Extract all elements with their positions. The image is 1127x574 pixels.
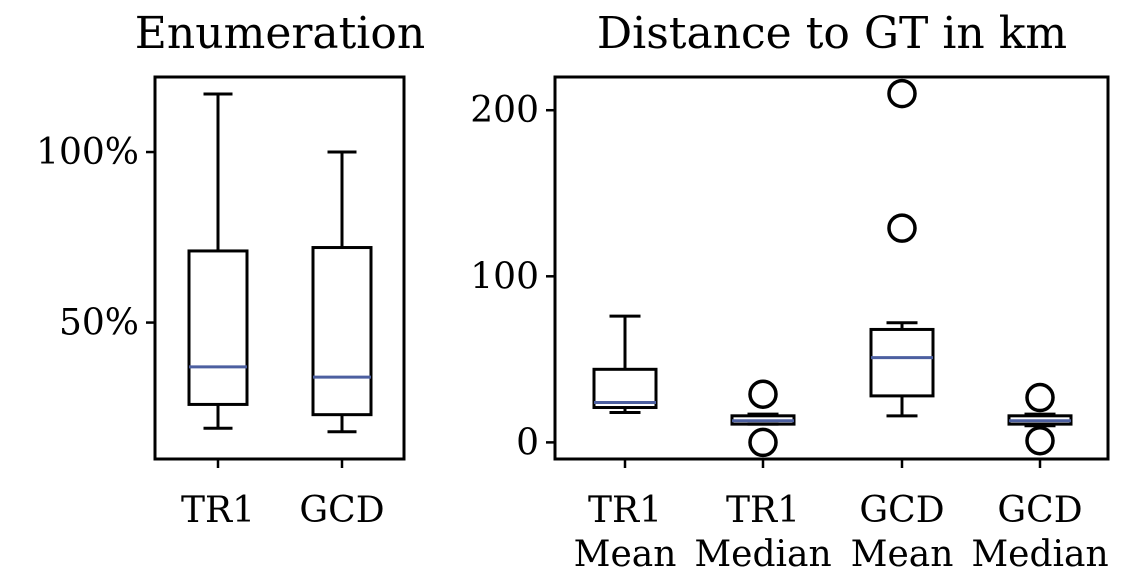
x-tick-label: Mean — [574, 534, 677, 574]
outlier-point — [748, 379, 778, 409]
outlier-point — [887, 78, 917, 109]
outlier-point — [748, 427, 778, 458]
y-tick-label: 50% — [59, 303, 139, 344]
outlier-point — [1025, 382, 1055, 413]
x-tick-label: TR1 — [726, 490, 800, 531]
y-axis-distance: 0 100 200 — [470, 90, 555, 463]
x-tick-label: GCD — [859, 490, 944, 531]
x-axis-enumeration: TR1 GCD — [181, 459, 385, 531]
box-gcd — [311, 150, 373, 434]
x-tick-label: TR1 — [588, 490, 662, 531]
chart-title-enumeration: Enumeration — [135, 8, 425, 59]
outlier-point — [1025, 425, 1055, 456]
box-gcd-mean — [869, 78, 935, 418]
box-gcd-median — [1007, 382, 1073, 456]
box-iqr — [187, 249, 249, 406]
box-tr1-mean — [592, 314, 658, 414]
x-tick-label: Median — [694, 534, 831, 574]
y-tick-label: 100% — [36, 132, 139, 173]
box-iqr — [592, 367, 658, 410]
x-tick-label: GCD — [997, 490, 1082, 531]
plot-frame-enumeration — [153, 75, 406, 461]
box-tr1 — [187, 92, 249, 430]
x-tick-label: Median — [971, 534, 1108, 574]
box-tr1-median — [730, 379, 796, 458]
outlier-point — [887, 213, 917, 243]
y-tick-label: 200 — [470, 90, 539, 131]
box-iqr — [311, 246, 373, 417]
plot-frame-distance — [553, 75, 1110, 461]
x-tick-label: Mean — [851, 534, 954, 574]
x-tick-label: TR1 — [181, 490, 255, 531]
panel-enumeration: Enumeration 50% 100% TR1 GCD — [36, 8, 425, 531]
box-iqr — [869, 327, 935, 398]
x-tick-label: GCD — [299, 490, 384, 531]
boxes-distance — [592, 78, 1073, 458]
y-axis-enumeration: 50% 100% — [36, 132, 155, 344]
y-tick-label: 100 — [470, 256, 539, 297]
boxes-enumeration — [187, 92, 373, 434]
y-tick-label: 0 — [516, 422, 539, 463]
chart-title-distance: Distance to GT in km — [597, 8, 1067, 59]
